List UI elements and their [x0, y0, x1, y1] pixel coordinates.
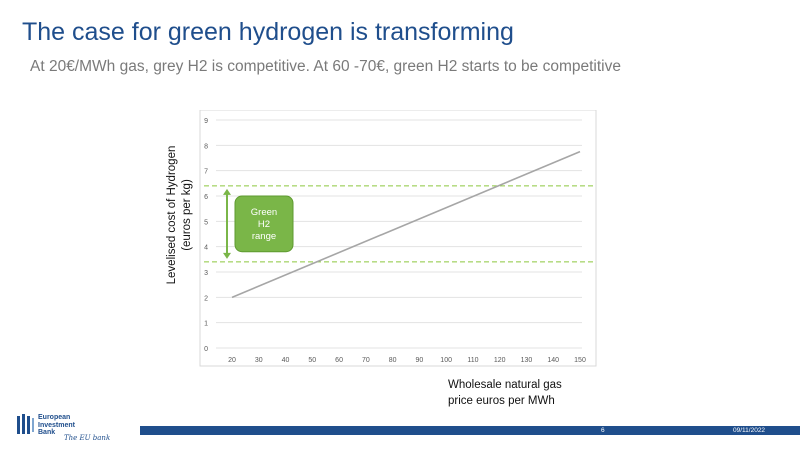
- slide-title: The case for green hydrogen is transform…: [22, 18, 514, 46]
- x-tick-label: 40: [282, 357, 290, 364]
- x-tick-label: 50: [308, 357, 316, 364]
- series-line: [231, 150, 581, 299]
- y-tick-label: 0: [204, 346, 208, 353]
- x-tick-label: 70: [362, 357, 370, 364]
- logo-line3: Bank: [38, 429, 56, 436]
- x-tick-label: 20: [228, 357, 236, 364]
- page-number: 6: [601, 427, 605, 434]
- x-tick-label: 110: [467, 357, 478, 364]
- y-tick-label: 6: [204, 194, 208, 201]
- x-tick-label: 120: [494, 357, 506, 364]
- x-tick-label: 130: [521, 357, 533, 364]
- x-tick-label: 80: [389, 357, 397, 364]
- x-tick-label: 140: [547, 357, 559, 364]
- eib-logo: European Investment Bank The EU bank: [16, 412, 136, 446]
- x-tick-label: 150: [574, 357, 586, 364]
- x-axis-label: Wholesale natural gas price euros per MW…: [448, 377, 562, 409]
- green-range-label: H2: [258, 219, 270, 230]
- logo-tagline: The EU bank: [64, 434, 111, 442]
- eib-logo-icon: [17, 414, 34, 434]
- x-axis-label-line1: Wholesale natural gas: [448, 379, 562, 391]
- y-tick-label: 7: [204, 169, 208, 176]
- x-tick-label: 60: [335, 357, 343, 364]
- green-range-box: [234, 195, 294, 253]
- range-arrow-head-top: [223, 188, 231, 195]
- slide-subtitle: At 20€/MWh gas, grey H2 is competitive. …: [30, 58, 621, 75]
- y-tick-label: 9: [204, 118, 208, 125]
- x-tick-label: 100: [440, 357, 452, 364]
- range-arrow-head-bottom: [223, 252, 231, 259]
- x-tick-label: 90: [415, 357, 423, 364]
- logo-line2: Investment: [38, 421, 75, 429]
- green-range-label: range: [252, 231, 276, 242]
- y-axis-label-line1: Levelised cost of Hydrogen: [166, 145, 178, 285]
- y-tick-label: 4: [204, 245, 208, 252]
- y-tick-label: 5: [204, 219, 208, 226]
- y-tick-label: 2: [204, 295, 208, 302]
- logo-line1: European: [38, 414, 71, 421]
- y-tick-label: 1: [204, 321, 208, 328]
- x-tick-label: 30: [255, 357, 263, 364]
- line-chart: 0 1 2 3 4 5 6 7 8 9 20 30 40 50 60 70 80 90 100 110 120 130 14…: [199, 110, 597, 367]
- footer-date: 09/11/2022: [733, 427, 766, 434]
- footer-bar: [140, 426, 800, 435]
- x-axis-label-line2: price euros per MWh: [448, 395, 555, 407]
- y-tick-label: 8: [204, 143, 208, 150]
- y-tick-label: 3: [204, 270, 208, 277]
- green-range-label: Green: [251, 207, 277, 218]
